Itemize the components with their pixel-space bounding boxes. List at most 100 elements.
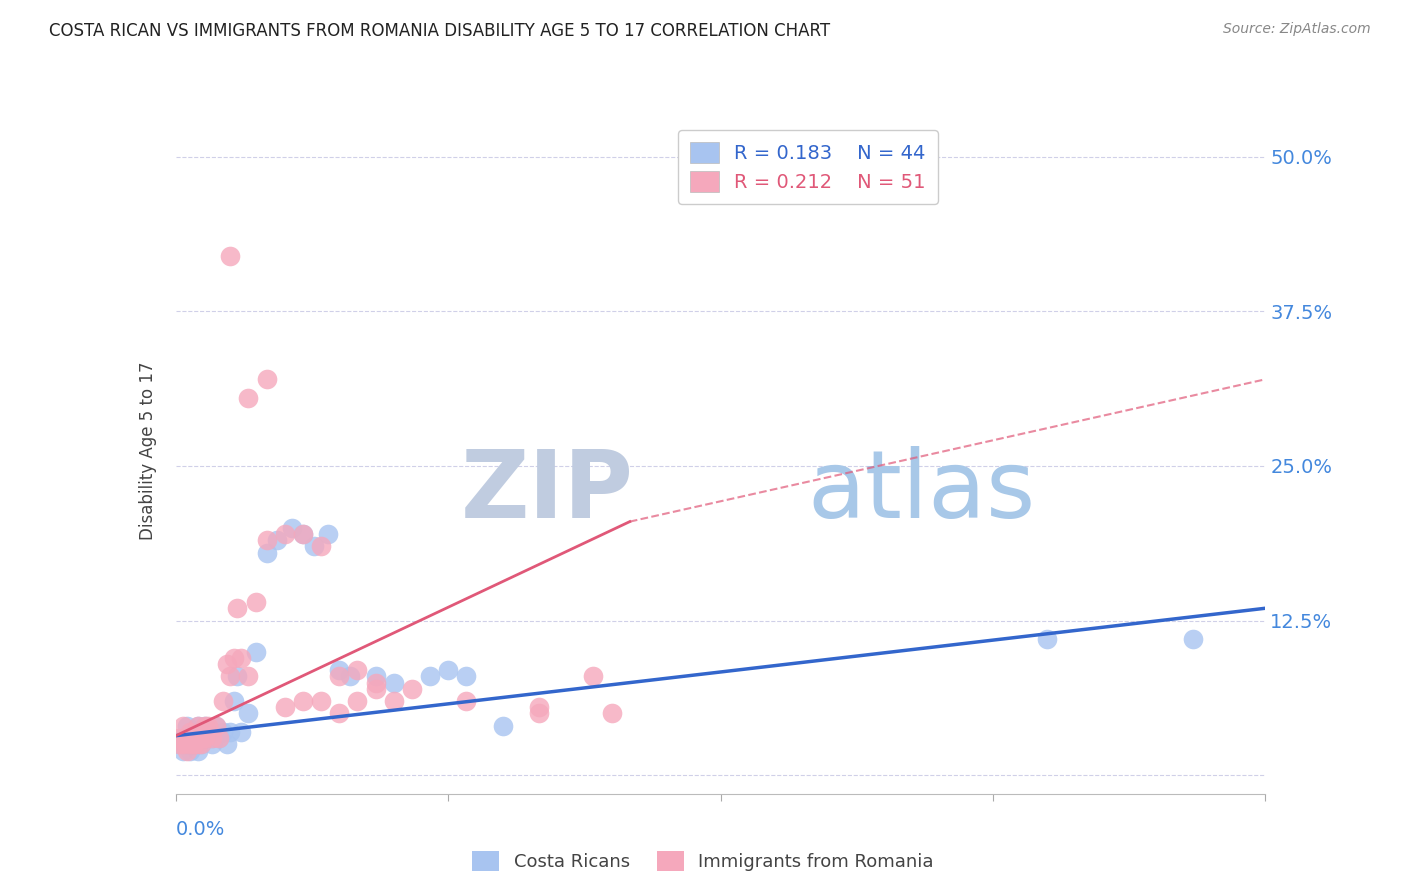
Point: [364, 669, 387, 683]
Point: [346, 663, 368, 677]
Point: [169, 731, 191, 746]
Point: [169, 738, 191, 752]
Legend: R = 0.183    N = 44, R = 0.212    N = 51: R = 0.183 N = 44, R = 0.212 N = 51: [678, 130, 938, 204]
Point: [186, 719, 209, 733]
Point: [204, 719, 226, 733]
Point: [179, 725, 201, 739]
Point: [219, 248, 242, 262]
Point: [183, 731, 205, 746]
Point: [172, 719, 194, 733]
Point: [201, 731, 224, 746]
Point: [364, 675, 387, 690]
Point: [222, 650, 245, 665]
Y-axis label: Disability Age 5 to 17: Disability Age 5 to 17: [139, 361, 157, 540]
Point: [194, 719, 217, 733]
Point: [190, 731, 212, 746]
Legend: Costa Ricans, Immigrants from Romania: Costa Ricans, Immigrants from Romania: [465, 844, 941, 879]
Point: [176, 743, 198, 757]
Point: [256, 545, 278, 559]
Point: [215, 738, 238, 752]
Point: [179, 743, 201, 757]
Point: [1036, 632, 1059, 647]
Point: [256, 533, 278, 548]
Point: [346, 694, 368, 708]
Point: [238, 391, 260, 405]
Point: [582, 669, 605, 683]
Point: [291, 694, 314, 708]
Point: [183, 738, 205, 752]
Point: [492, 719, 515, 733]
Text: Source: ZipAtlas.com: Source: ZipAtlas.com: [1223, 22, 1371, 37]
Point: [456, 694, 478, 708]
Point: [256, 372, 278, 386]
Point: [364, 681, 387, 696]
Point: [172, 738, 194, 752]
Point: [190, 725, 212, 739]
Point: [176, 719, 198, 733]
Point: [328, 706, 350, 721]
Point: [183, 738, 205, 752]
Point: [176, 731, 198, 746]
Point: [212, 725, 235, 739]
Point: [245, 644, 267, 658]
Point: [226, 669, 249, 683]
Point: [382, 675, 405, 690]
Point: [212, 694, 235, 708]
Point: [309, 540, 332, 554]
Point: [302, 540, 325, 554]
Point: [238, 669, 260, 683]
Point: [245, 595, 267, 609]
Point: [274, 527, 297, 541]
Point: [222, 694, 245, 708]
Point: [190, 738, 212, 752]
Point: [419, 669, 441, 683]
Point: [401, 681, 423, 696]
Point: [186, 719, 209, 733]
Point: [1181, 632, 1204, 647]
Point: [328, 669, 350, 683]
Point: [219, 725, 242, 739]
Point: [176, 738, 198, 752]
Point: [194, 731, 217, 746]
Point: [215, 657, 238, 671]
Point: [186, 738, 209, 752]
Text: atlas: atlas: [807, 446, 1036, 538]
Point: [194, 731, 217, 746]
Point: [231, 725, 253, 739]
Point: [382, 694, 405, 708]
Point: [527, 700, 550, 714]
Point: [231, 650, 253, 665]
Point: [291, 527, 314, 541]
Text: 0.0%: 0.0%: [176, 820, 225, 839]
Point: [274, 700, 297, 714]
Point: [226, 601, 249, 615]
Point: [208, 731, 231, 746]
Point: [266, 533, 288, 548]
Text: ZIP: ZIP: [461, 446, 633, 538]
Point: [201, 738, 224, 752]
Point: [197, 719, 219, 733]
Point: [179, 738, 201, 752]
Point: [186, 743, 209, 757]
Text: COSTA RICAN VS IMMIGRANTS FROM ROMANIA DISABILITY AGE 5 TO 17 CORRELATION CHART: COSTA RICAN VS IMMIGRANTS FROM ROMANIA D…: [49, 22, 831, 40]
Point: [183, 731, 205, 746]
Point: [208, 731, 231, 746]
Point: [169, 738, 191, 752]
Point: [190, 738, 212, 752]
Point: [238, 706, 260, 721]
Point: [179, 731, 201, 746]
Point: [201, 731, 224, 746]
Point: [281, 521, 304, 535]
Point: [172, 731, 194, 746]
Point: [309, 694, 332, 708]
Point: [339, 669, 361, 683]
Point: [527, 706, 550, 721]
Point: [328, 663, 350, 677]
Point: [194, 719, 217, 733]
Point: [318, 527, 340, 541]
Point: [291, 527, 314, 541]
Point: [600, 706, 623, 721]
Point: [456, 669, 478, 683]
Point: [197, 725, 219, 739]
Point: [437, 663, 460, 677]
